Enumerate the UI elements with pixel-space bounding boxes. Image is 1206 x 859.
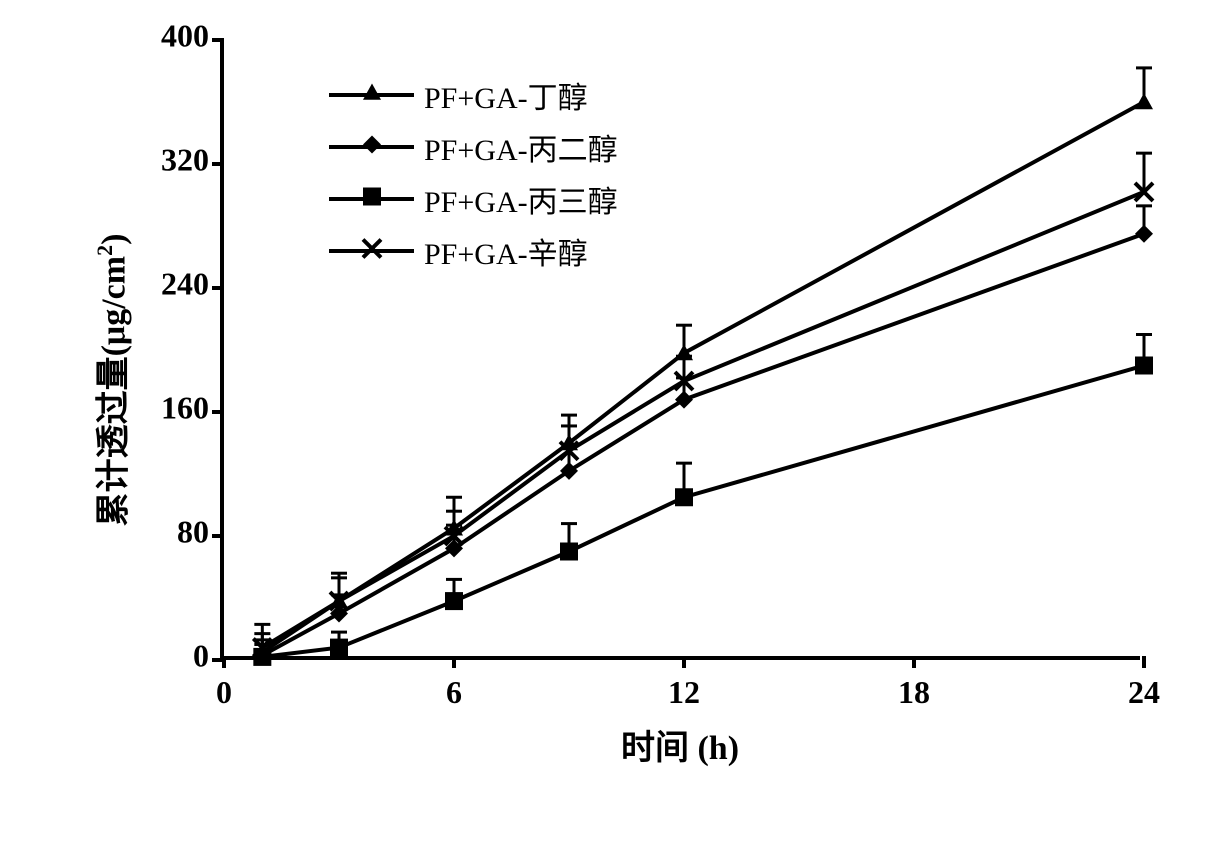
x-tick-mark bbox=[912, 656, 916, 668]
y-tick-label: 160 bbox=[161, 390, 224, 427]
y-axis-label: 累计透过量(μg/cm2) bbox=[86, 234, 135, 527]
legend-label: PF+GA-丙二醇 bbox=[424, 125, 618, 169]
x-tick-mark bbox=[222, 656, 226, 668]
y-tick-label: 320 bbox=[161, 142, 224, 179]
y-tick-label: 80 bbox=[177, 514, 224, 551]
x-axis-label: 时间 (h) bbox=[621, 720, 739, 769]
legend-item: PF+GA-丁醇 bbox=[329, 75, 618, 115]
chart-container: 累计透过量(μg/cm2) PF+GA-丁醇PF+GA-丙二醇PF+GA-丙三醇… bbox=[150, 30, 1160, 730]
legend-label: PF+GA-丁醇 bbox=[424, 73, 588, 117]
legend-marker-square bbox=[360, 185, 384, 214]
legend-label: PF+GA-辛醇 bbox=[424, 229, 588, 273]
x-tick-mark bbox=[1142, 656, 1146, 668]
y-tick-mark bbox=[212, 38, 224, 42]
legend-marker-diamond bbox=[360, 133, 384, 162]
x-tick-mark bbox=[452, 656, 456, 668]
legend-item: PF+GA-丙三醇 bbox=[329, 179, 618, 219]
legend-item: PF+GA-丙二醇 bbox=[329, 127, 618, 167]
y-tick-mark bbox=[212, 286, 224, 290]
y-tick-mark bbox=[212, 410, 224, 414]
legend-line bbox=[329, 145, 414, 149]
legend-marker-triangle bbox=[360, 81, 384, 110]
legend-line bbox=[329, 249, 414, 253]
y-tick-label: 400 bbox=[161, 18, 224, 55]
legend: PF+GA-丁醇 PF+GA-丙二醇 PF+GA-丙三醇 PF+GA-辛醇 bbox=[329, 75, 618, 283]
legend-line bbox=[329, 197, 414, 201]
legend-item: PF+GA-辛醇 bbox=[329, 231, 618, 271]
legend-marker-cross bbox=[360, 237, 384, 266]
x-tick-mark bbox=[682, 656, 686, 668]
y-tick-mark bbox=[212, 162, 224, 166]
legend-label: PF+GA-丙三醇 bbox=[424, 177, 618, 221]
y-tick-label: 240 bbox=[161, 266, 224, 303]
plot-area: PF+GA-丁醇PF+GA-丙二醇PF+GA-丙三醇PF+GA-辛醇 08016… bbox=[220, 40, 1140, 660]
legend-line bbox=[329, 93, 414, 97]
y-tick-mark bbox=[212, 534, 224, 538]
